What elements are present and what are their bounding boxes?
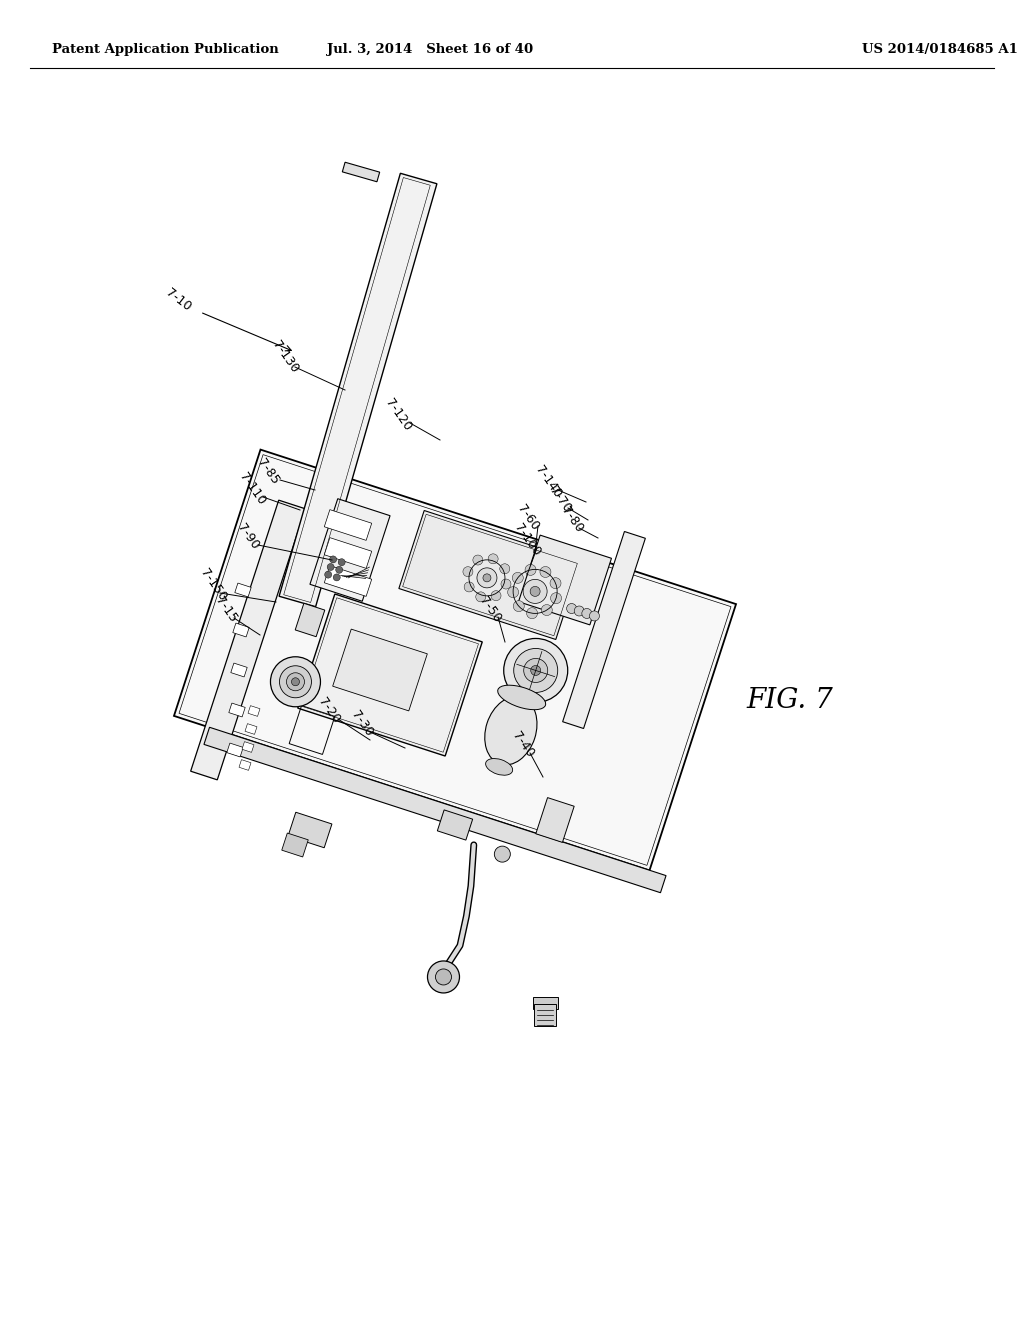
Polygon shape	[562, 532, 645, 729]
Polygon shape	[298, 594, 482, 756]
Text: 7-120: 7-120	[382, 396, 414, 433]
Circle shape	[333, 574, 340, 581]
Polygon shape	[232, 623, 249, 638]
Circle shape	[500, 564, 510, 574]
Circle shape	[427, 961, 460, 993]
Circle shape	[501, 579, 511, 589]
Text: 7-15: 7-15	[213, 594, 240, 626]
Polygon shape	[534, 1005, 556, 1026]
Polygon shape	[325, 510, 372, 540]
Text: 7-50: 7-50	[476, 594, 504, 626]
Text: 7-85: 7-85	[255, 457, 282, 487]
Circle shape	[338, 558, 345, 566]
Circle shape	[508, 586, 518, 598]
Circle shape	[327, 564, 334, 570]
Text: 7-10: 7-10	[163, 286, 194, 314]
Text: 7-110: 7-110	[237, 470, 267, 508]
Text: 7-90: 7-90	[234, 521, 261, 552]
Text: 7-30: 7-30	[348, 709, 376, 739]
Polygon shape	[518, 535, 611, 624]
Circle shape	[582, 609, 592, 619]
Circle shape	[473, 554, 483, 565]
Text: 7-60: 7-60	[514, 503, 542, 533]
Polygon shape	[239, 759, 251, 771]
Polygon shape	[325, 537, 372, 569]
Circle shape	[530, 586, 540, 597]
Text: 7-150: 7-150	[198, 566, 228, 603]
Text: 7-40: 7-40	[510, 730, 537, 760]
Polygon shape	[280, 173, 437, 607]
Text: US 2014/0184685 A1: US 2014/0184685 A1	[862, 44, 1018, 57]
Ellipse shape	[498, 685, 546, 710]
Ellipse shape	[484, 697, 537, 764]
Circle shape	[513, 601, 524, 611]
Polygon shape	[333, 630, 427, 711]
Circle shape	[514, 648, 558, 693]
Text: 7-20: 7-20	[315, 696, 342, 726]
Text: 7-80: 7-80	[558, 504, 586, 536]
Polygon shape	[288, 812, 332, 847]
Circle shape	[504, 639, 567, 702]
Text: 7-100: 7-100	[511, 521, 543, 558]
Circle shape	[336, 566, 343, 573]
Polygon shape	[310, 499, 390, 602]
Polygon shape	[204, 727, 666, 892]
Text: Jul. 3, 2014   Sheet 16 of 40: Jul. 3, 2014 Sheet 16 of 40	[327, 44, 534, 57]
Circle shape	[330, 556, 337, 562]
Circle shape	[477, 568, 497, 587]
Circle shape	[292, 677, 299, 686]
Circle shape	[463, 566, 473, 577]
Polygon shape	[437, 810, 473, 840]
Polygon shape	[226, 743, 244, 756]
Circle shape	[540, 566, 551, 577]
Polygon shape	[325, 566, 372, 597]
Text: FIG. 7: FIG. 7	[746, 686, 834, 714]
Circle shape	[287, 673, 304, 690]
Circle shape	[590, 611, 599, 620]
Polygon shape	[536, 797, 574, 842]
Circle shape	[325, 572, 332, 578]
Polygon shape	[248, 706, 260, 717]
Polygon shape	[282, 833, 308, 857]
Circle shape	[435, 969, 452, 985]
Polygon shape	[228, 704, 245, 717]
Text: Patent Application Publication: Patent Application Publication	[52, 44, 279, 57]
Polygon shape	[532, 997, 557, 1008]
Polygon shape	[295, 603, 325, 636]
Circle shape	[523, 659, 548, 682]
Circle shape	[526, 607, 538, 619]
Circle shape	[492, 590, 501, 601]
Text: 7-140: 7-140	[532, 463, 564, 500]
Polygon shape	[190, 500, 305, 780]
Polygon shape	[242, 742, 254, 752]
Circle shape	[542, 605, 552, 615]
Polygon shape	[230, 663, 247, 677]
Circle shape	[280, 665, 311, 698]
Circle shape	[464, 582, 474, 591]
Circle shape	[566, 603, 577, 614]
Circle shape	[574, 606, 585, 616]
Circle shape	[525, 565, 536, 576]
Circle shape	[495, 846, 510, 862]
Polygon shape	[245, 723, 257, 734]
Polygon shape	[342, 162, 380, 182]
Circle shape	[551, 593, 561, 603]
Circle shape	[550, 578, 561, 589]
Circle shape	[488, 554, 498, 564]
Circle shape	[270, 657, 321, 706]
Text: 7-130: 7-130	[269, 338, 301, 376]
Circle shape	[476, 591, 485, 602]
Polygon shape	[174, 450, 736, 870]
Text: 7-70: 7-70	[547, 484, 573, 515]
Circle shape	[483, 574, 490, 582]
Circle shape	[512, 573, 523, 583]
Ellipse shape	[485, 759, 513, 775]
Polygon shape	[399, 511, 582, 639]
Circle shape	[530, 665, 541, 676]
Polygon shape	[234, 583, 251, 597]
Circle shape	[523, 579, 547, 603]
